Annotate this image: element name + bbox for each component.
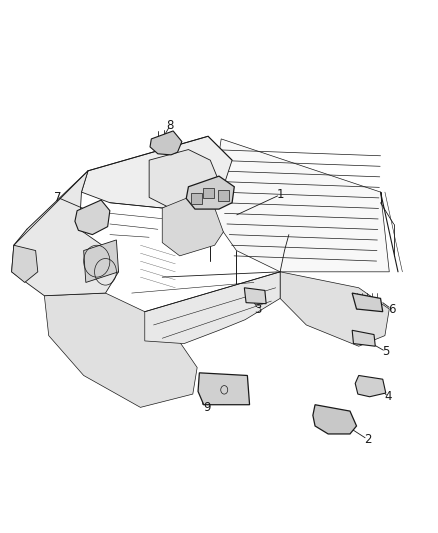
Polygon shape xyxy=(75,200,110,235)
Text: 6: 6 xyxy=(388,303,395,316)
Polygon shape xyxy=(44,293,197,407)
Text: 5: 5 xyxy=(382,345,389,358)
Text: 4: 4 xyxy=(385,390,392,403)
Text: 1: 1 xyxy=(276,188,284,201)
Bar xyxy=(218,190,229,201)
Polygon shape xyxy=(149,150,219,211)
Polygon shape xyxy=(210,139,389,272)
Polygon shape xyxy=(162,197,223,256)
Text: 8: 8 xyxy=(166,119,174,132)
Polygon shape xyxy=(244,288,266,304)
Bar xyxy=(191,193,201,204)
Text: 2: 2 xyxy=(364,433,371,446)
Polygon shape xyxy=(12,171,119,296)
Polygon shape xyxy=(81,136,232,208)
Polygon shape xyxy=(313,405,357,434)
Polygon shape xyxy=(150,131,182,155)
Text: 9: 9 xyxy=(203,401,211,414)
Polygon shape xyxy=(352,330,375,346)
Polygon shape xyxy=(84,240,119,282)
Polygon shape xyxy=(186,176,234,209)
Text: 7: 7 xyxy=(54,191,61,204)
Polygon shape xyxy=(145,272,280,344)
Polygon shape xyxy=(12,245,38,282)
Polygon shape xyxy=(352,293,383,312)
Polygon shape xyxy=(198,373,250,405)
Text: 3: 3 xyxy=(254,303,262,316)
Bar xyxy=(203,188,214,198)
Polygon shape xyxy=(280,272,389,346)
Polygon shape xyxy=(355,375,386,397)
